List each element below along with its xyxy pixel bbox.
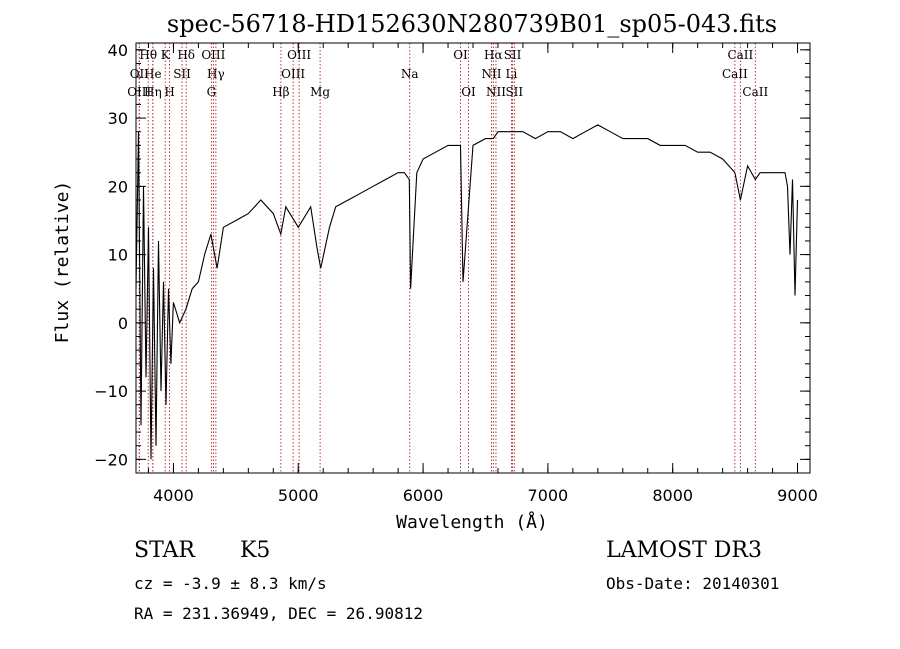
spectral-line-label: Hγ [207,67,225,81]
ra-dec-readout: RA = 231.36949, DEC = 26.90812 [134,604,423,623]
obs-date: Obs-Date: 20140301 [606,574,780,593]
spectral-line-label: OII [130,67,150,81]
spectral-line-label: SII [173,67,191,81]
chart-title: spec-56718-HD152630N280739B01_sp05-043.f… [167,10,777,38]
x-tick-label: 9000 [777,486,818,505]
object-subclass: K5 [240,538,271,563]
spectral-line-label: OIII [127,85,151,99]
y-tick-label: 40 [108,41,128,60]
spectral-line-label: He [144,67,162,81]
y-tick-label: 20 [108,177,128,196]
y-axis-label: Flux (relative) [52,181,73,344]
spectral-line-label: Hβ [272,85,289,99]
spectral-line-label: OI [453,48,468,62]
spectral-line-label: OI [461,85,476,99]
spectral-line-label: Na [401,67,419,81]
spectral-line-label: Hθ [139,48,157,62]
y-tick-label: 0 [118,314,128,333]
spectrum-series-line [135,124,799,460]
y-tick-label: 30 [108,109,128,128]
x-tick-label: 6000 [403,486,444,505]
spectral-line-label: K [161,48,171,62]
x-tick-label: 4000 [153,486,194,505]
x-axis-label: Wavelength (Å) [396,511,548,533]
spectral-line-label: CaII [727,48,753,62]
spectral-line-label: OIII [201,48,225,62]
spectral-line-labels: Hθ OII OIII He Hη K H SII Hδ OIII Hγ G Hβ OIII OIII Mg N… [127,48,768,99]
spectral-line-label: NII [481,67,501,81]
spectral-line-label: NII [486,85,506,99]
x-tick-label: 7000 [528,486,569,505]
spectral-line-label: CaII [742,85,768,99]
spectral-line-label: Li [506,67,518,81]
spectral-line-label: G [207,85,217,99]
survey-name: LAMOST DR3 [606,538,762,563]
y-tick-label: 10 [108,246,128,265]
spectral-line-label: SII [505,85,523,99]
y-tick-label: −10 [94,382,128,401]
spectral-line-label: Hη [144,85,162,99]
spectral-line-label: H [164,85,174,99]
spectral-line-label: CaII [722,67,748,81]
x-tick-label: 8000 [652,486,693,505]
spectral-line-markers [138,43,756,473]
plot-frame [135,42,811,474]
x-axis-ticks: 4000 5000 6000 7000 8000 9000 [147,43,818,505]
spectral-line-label: Hδ [177,48,195,62]
y-tick-label: −20 [94,450,128,469]
spectral-line-label: OIII [287,48,311,62]
spectral-line-label: Mg [310,85,330,99]
y-axis-ticks: −20 −10 0 10 20 30 40 [94,41,810,469]
spectral-line-label: SII [504,48,522,62]
x-tick-label: 5000 [278,486,319,505]
redshift-readout: cz = -3.9 ± 8.3 km/s [134,574,327,593]
spectral-line-label: Hα [484,48,503,62]
spectral-line-label: OIII [281,67,305,81]
object-class: STAR [134,538,195,563]
